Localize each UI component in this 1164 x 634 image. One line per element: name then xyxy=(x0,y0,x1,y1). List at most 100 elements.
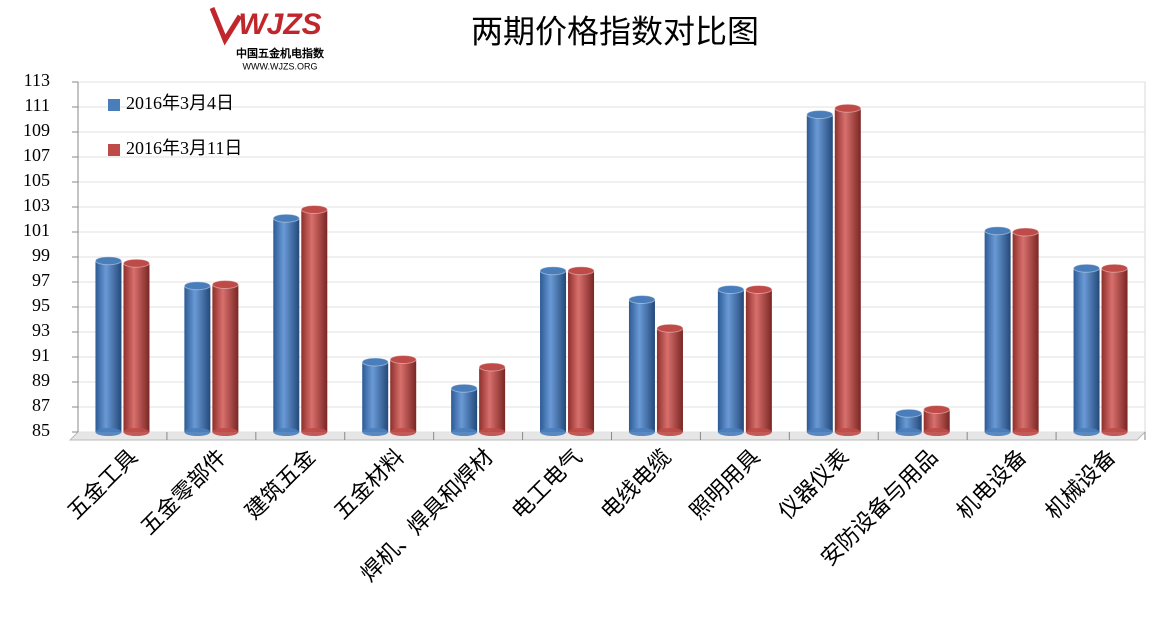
bar-top xyxy=(834,103,862,113)
bar xyxy=(656,328,683,432)
bar-top xyxy=(539,266,567,276)
bar-top xyxy=(361,357,389,367)
bar xyxy=(1012,232,1039,432)
bar xyxy=(273,218,300,432)
y-tick-label: 89 xyxy=(32,370,50,390)
bar-top xyxy=(1012,227,1040,237)
bar-top xyxy=(300,205,328,214)
bar xyxy=(301,209,328,432)
bar-top xyxy=(122,258,150,268)
bar xyxy=(1073,268,1100,432)
bar xyxy=(362,362,389,432)
x-tick-label: 机械设备 xyxy=(1041,445,1121,525)
y-tick-label: 107 xyxy=(23,145,50,165)
bar-base xyxy=(95,428,122,436)
y-tick-label: 93 xyxy=(32,320,50,340)
logo-mark: WJZS xyxy=(238,8,321,41)
bar xyxy=(834,108,861,432)
bar-top xyxy=(628,295,656,304)
bar-base xyxy=(806,428,833,436)
bar-base xyxy=(568,428,595,436)
bar-base xyxy=(540,428,567,436)
bar-top xyxy=(389,355,417,364)
bar xyxy=(212,284,239,432)
legend-label: 2016年3月11日 xyxy=(126,138,242,158)
bar-top xyxy=(895,408,923,418)
y-tick-label: 101 xyxy=(23,220,50,240)
bar-top xyxy=(450,383,478,393)
x-tick-label: 电线电缆 xyxy=(597,445,677,525)
x-tick-label: 照明用具 xyxy=(685,445,765,525)
y-tick-label: 103 xyxy=(23,195,50,215)
bar xyxy=(451,388,478,432)
bar-base xyxy=(745,428,772,436)
bar-top xyxy=(717,285,745,294)
bar xyxy=(806,114,833,432)
x-tick-label: 仪器仪表 xyxy=(774,445,854,525)
bar-base xyxy=(212,428,239,436)
bar xyxy=(923,409,950,432)
bar xyxy=(628,299,655,432)
x-tick-label: 电工电气 xyxy=(508,445,588,525)
y-tick-label: 105 xyxy=(23,170,50,190)
bar-base xyxy=(273,428,300,436)
x-tick-label: 五金材料 xyxy=(330,445,410,525)
bar-base xyxy=(301,428,328,436)
bar-base xyxy=(895,428,922,436)
logo-url: WWW.WJZS.ORG xyxy=(243,61,318,71)
logo: WJZS 中国五金机电指数 WWW.WJZS.ORG xyxy=(209,7,325,71)
bar-base xyxy=(1101,428,1128,436)
bar-top xyxy=(211,280,239,289)
bar-base xyxy=(834,428,861,436)
bar-base xyxy=(451,428,478,436)
bar xyxy=(123,263,150,432)
x-tick-label: 五金零部件 xyxy=(136,445,231,540)
bar xyxy=(568,270,595,432)
bar-top xyxy=(656,323,684,333)
y-tick-label: 111 xyxy=(24,95,50,115)
bar xyxy=(95,260,122,432)
bar xyxy=(717,289,744,432)
bar xyxy=(895,413,922,432)
bar-base xyxy=(717,428,744,436)
bar-top xyxy=(1101,263,1129,273)
y-tick-label: 99 xyxy=(32,245,50,265)
bar-base xyxy=(123,428,150,436)
bar xyxy=(184,285,211,432)
y-tick-label: 97 xyxy=(32,270,50,290)
legend-label: 2016年3月4日 xyxy=(126,93,234,113)
x-tick-label: 五金工具 xyxy=(63,445,143,525)
bar-base xyxy=(184,428,211,436)
logo-arrow xyxy=(209,7,243,46)
bar-base xyxy=(390,428,417,436)
logo-name: 中国五金机电指数 xyxy=(236,46,325,60)
chart-title: 两期价格指数对比图 xyxy=(471,13,759,51)
y-tick-label: 113 xyxy=(24,70,50,90)
bar xyxy=(390,359,417,432)
bar xyxy=(540,270,567,432)
bar-top xyxy=(94,256,122,266)
y-tick-label: 91 xyxy=(32,345,50,365)
bar-top xyxy=(567,266,595,276)
bar xyxy=(479,367,506,432)
bar xyxy=(984,230,1011,432)
bar-base xyxy=(984,428,1011,436)
bar-top xyxy=(183,281,211,291)
bar-top xyxy=(745,285,773,294)
legend-swatch xyxy=(108,144,120,156)
y-tick-label: 95 xyxy=(32,295,50,315)
bar-top xyxy=(272,213,300,223)
y-tick-label: 87 xyxy=(32,395,50,415)
bar-base xyxy=(479,428,506,436)
bar-base xyxy=(1073,428,1100,436)
y-tick-label: 109 xyxy=(23,120,50,140)
x-tick-label: 建筑五金 xyxy=(241,445,321,525)
bar-top xyxy=(806,110,834,119)
bar xyxy=(745,289,772,432)
bar-base xyxy=(656,428,683,436)
bar-base xyxy=(923,428,950,436)
x-tick-label: 机电设备 xyxy=(952,445,1032,525)
y-tick-label: 85 xyxy=(32,420,50,440)
bar-top xyxy=(478,362,506,372)
